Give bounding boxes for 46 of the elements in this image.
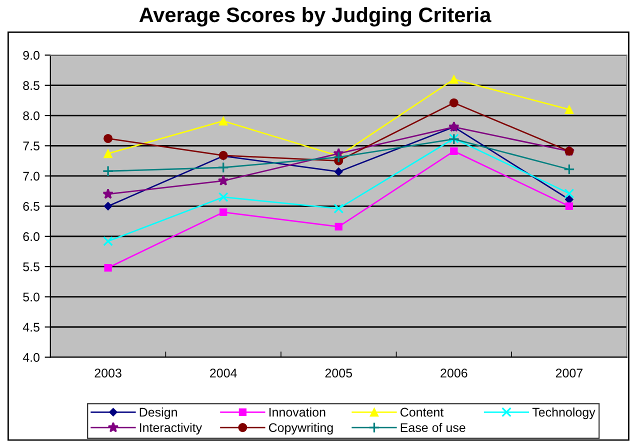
point [218,116,228,126]
point [449,98,458,108]
point [104,149,113,158]
point [218,162,230,174]
point [334,222,342,231]
legend-label: Innovation [269,407,326,417]
legend-label: Content [400,408,444,417]
point [218,192,228,202]
y-tick-label: 9.0 [23,50,40,60]
x-tick-label: 2003 [94,368,122,378]
point [104,264,112,272]
x-tick-label: 2006 [440,368,468,378]
point [334,204,344,214]
point [564,104,574,114]
point [103,236,114,246]
legend-label: Technology [532,407,596,420]
point [450,147,458,156]
point [564,188,574,198]
y-tick-label: 8.0 [23,111,40,120]
y-tick-label: 5.5 [23,262,40,272]
legend-label: Design [140,407,177,420]
x-tick-label: 2005 [325,368,352,378]
point [449,74,458,84]
legend-label: Ease of use [400,422,466,432]
y-tick-label: 4.5 [22,322,40,332]
legend-label: Copywriting [268,422,333,435]
y-tick-label: 7.5 [23,142,40,150]
point [104,134,113,144]
y-tick-label: 6.5 [23,202,40,211]
y-tick-label: 4.0 [22,353,40,362]
y-tick-label: 5.0 [23,292,40,302]
legend-label: Interactivity [140,422,202,435]
point [104,202,112,210]
point [218,175,229,186]
point [334,167,343,176]
point [102,165,114,177]
point [564,164,575,176]
point [220,208,228,216]
y-tick-label: 6.0 [23,232,40,242]
x-tick-label: 2004 [210,368,237,378]
point [102,188,114,199]
y-tick-label: 7.0 [23,172,40,181]
x-tick-label: 2007 [556,368,582,378]
chart-title: Average Scores by Judging Criteria [139,6,492,26]
point [565,202,574,210]
y-tick-label: 8.5 [23,81,40,90]
